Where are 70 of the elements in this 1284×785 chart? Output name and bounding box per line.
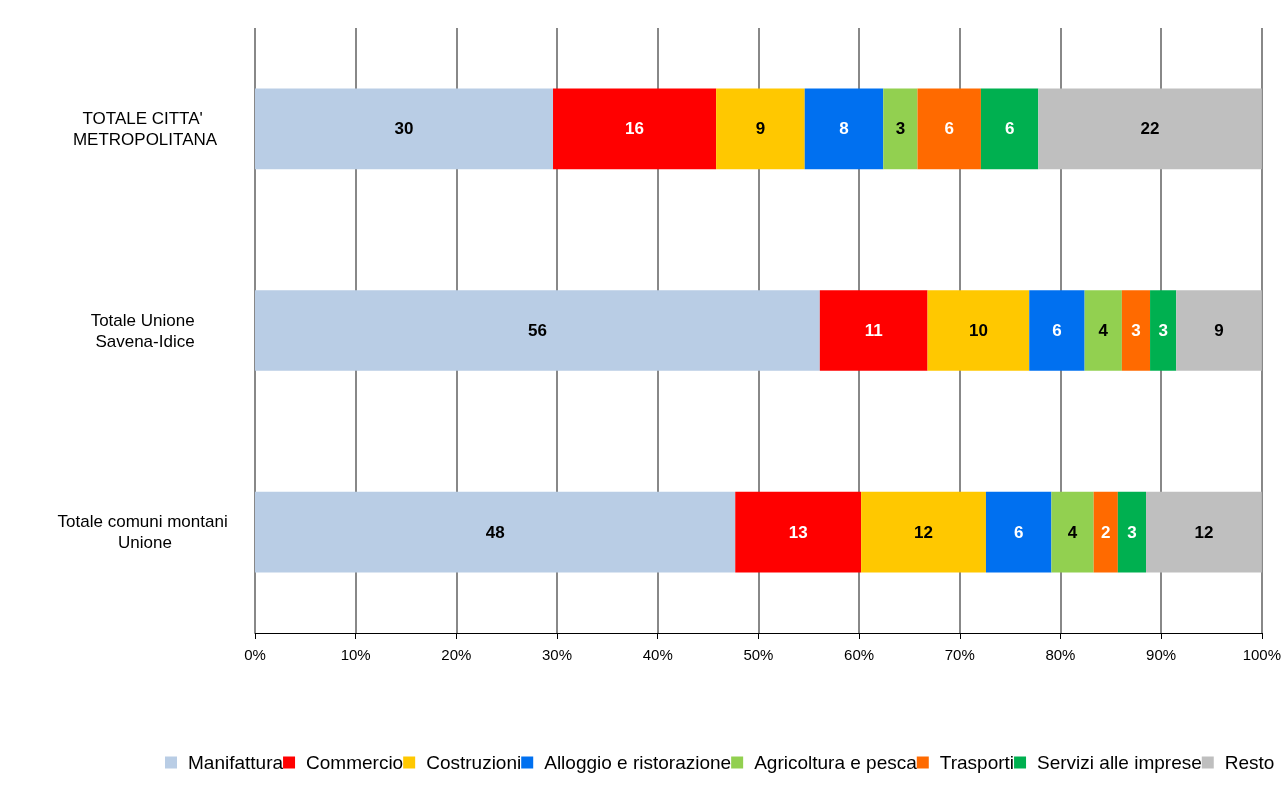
bar [255, 491, 736, 573]
bar [927, 290, 1030, 371]
data-label: 2 [1101, 522, 1111, 542]
data-label: 12 [914, 522, 933, 542]
x-tick-label: 0% [244, 646, 266, 663]
data-label: 6 [1052, 321, 1062, 340]
data-label: 22 [1140, 119, 1160, 139]
bar [861, 491, 986, 573]
x-tick-label: 10% [340, 646, 371, 663]
bar [1038, 88, 1262, 170]
data-label: 13 [788, 522, 808, 542]
bar [1150, 290, 1177, 371]
bar [716, 88, 805, 170]
data-label: 3 [1127, 522, 1137, 542]
bar [255, 88, 554, 170]
x-tick-label: 30% [542, 646, 573, 663]
legend-label: Manifattura [188, 752, 284, 773]
x-tick-label: 80% [1045, 646, 1076, 663]
bar [804, 88, 884, 170]
bar [883, 88, 918, 170]
data-label: 6 [1013, 522, 1024, 542]
x-tick-label: 90% [1146, 646, 1177, 663]
legend-label: Alloggio e ristorazione [544, 752, 732, 773]
legend-label: Agricoltura e pesca [754, 752, 918, 773]
bar [1117, 491, 1147, 573]
legend-label: Commercio [306, 752, 404, 773]
y-tick-label: Totale Unione Savena-Idice [90, 310, 200, 351]
data-label: 9 [755, 119, 766, 139]
y-tick-label: TOTALE CITTA' METROPOLITANA [72, 108, 218, 149]
bar [985, 491, 1052, 573]
bar [553, 88, 717, 170]
bar [980, 88, 1039, 170]
legend-label: Resto [1224, 752, 1275, 773]
bar [1084, 290, 1122, 371]
data-label: 8 [839, 119, 849, 139]
x-tick-label: 100% [1242, 646, 1282, 663]
data-label: 48 [485, 522, 505, 542]
x-tick-label: 60% [844, 646, 875, 663]
bar [1146, 491, 1262, 573]
y-tick-label: Totale comuni montani Unione [57, 512, 233, 553]
bar [1093, 491, 1118, 573]
data-label: 30 [394, 119, 414, 139]
x-tick-label: 70% [944, 646, 975, 663]
bar [1176, 290, 1262, 371]
x-tick-label: 40% [642, 646, 673, 663]
data-label: 6 [1004, 119, 1015, 139]
data-label: 56 [527, 321, 547, 340]
bar [1051, 491, 1094, 573]
x-tick-label: 20% [441, 646, 472, 663]
data-label: 12 [1194, 522, 1214, 542]
bar [1029, 290, 1085, 371]
data-label: 3 [895, 119, 906, 139]
legend-label: Costruzioni [426, 752, 522, 773]
data-label: 3 [1131, 321, 1141, 340]
bar [255, 290, 820, 371]
data-label: 9 [1214, 321, 1224, 340]
legend-label: Trasporti [939, 752, 1015, 773]
data-label: 16 [625, 119, 645, 139]
data-label: 6 [944, 119, 954, 139]
bar [819, 290, 928, 371]
data-label: 4 [1098, 321, 1109, 340]
bar [735, 491, 862, 573]
data-label: 4 [1067, 522, 1078, 542]
bar [917, 88, 981, 170]
data-label: 10 [968, 321, 988, 340]
data-label: 11 [864, 321, 883, 340]
data-label: 3 [1158, 321, 1168, 340]
x-tick-label: 50% [743, 646, 774, 663]
legend-label: Servizi alle imprese [1037, 752, 1202, 773]
bar [1121, 290, 1151, 371]
